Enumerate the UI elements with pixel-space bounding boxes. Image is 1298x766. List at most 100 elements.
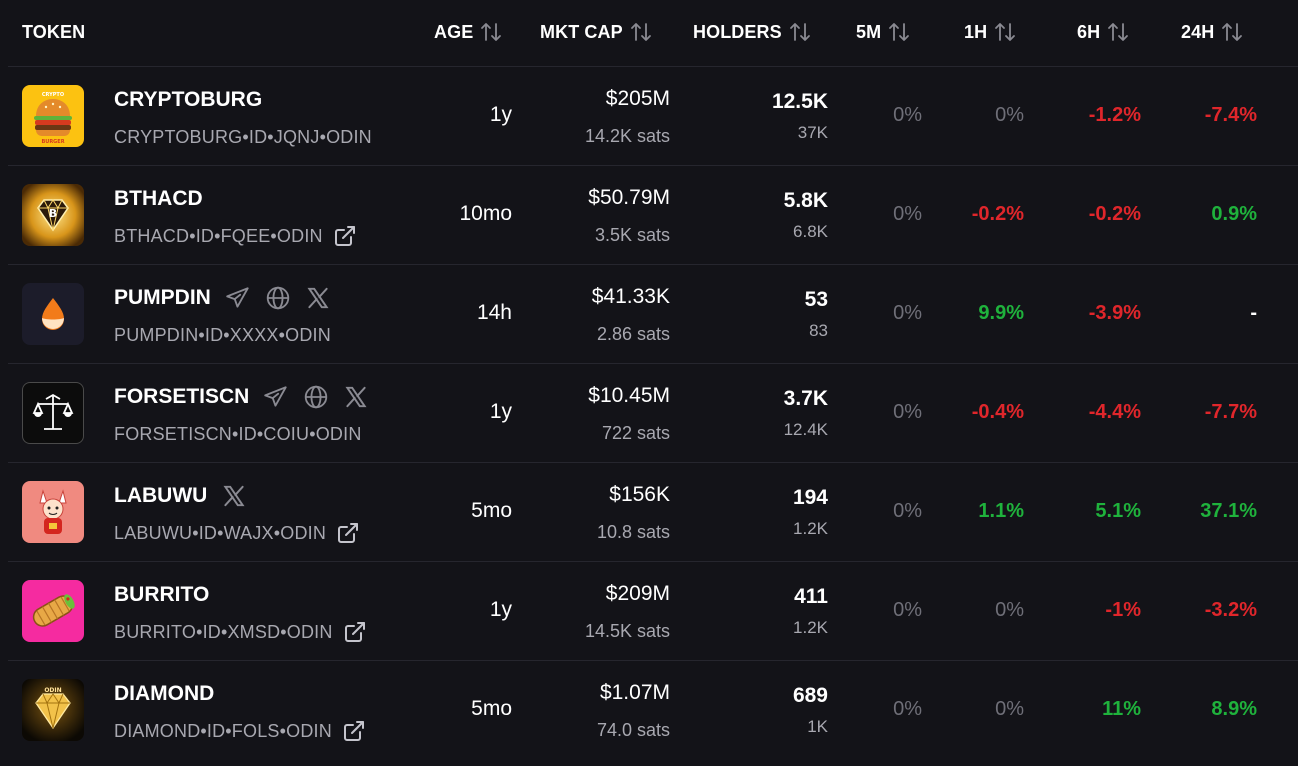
change-1h: -0.2% xyxy=(971,203,1024,225)
change-1h: 0% xyxy=(995,599,1024,621)
change-1h: -0.4% xyxy=(971,401,1024,423)
svg-text:B: B xyxy=(49,207,57,220)
table-row[interactable]: ODIN DIAMOND DIAMOND•ID•FOLS•ODIN 5mo $1.07M… xyxy=(8,660,1298,759)
age-value: 14h xyxy=(476,301,512,324)
header-mktcap[interactable]: MKT CAP xyxy=(540,19,653,45)
scales-icon[interactable] xyxy=(22,382,84,444)
holders-value: 3.7K xyxy=(783,387,828,410)
market-cap-value: $1.07M xyxy=(599,681,670,704)
change-5m: 0% xyxy=(893,401,922,423)
holders-value: 689 xyxy=(792,684,828,707)
bitcoin-diamond-icon[interactable]: B xyxy=(22,184,84,246)
holders-value: 194 xyxy=(792,486,828,509)
telegram-icon[interactable] xyxy=(225,285,251,311)
header-24h-label: 24H xyxy=(1181,21,1215,42)
table-row[interactable]: PUMPDIN PUMPDIN•ID•XXXX•ODIN 14h $41.33K 2.8… xyxy=(8,264,1298,363)
age-value: 1y xyxy=(489,598,512,621)
holders-secondary-value: 12.4K xyxy=(783,420,828,439)
holders-value: 5.8K xyxy=(783,189,828,212)
flame-drop-icon[interactable] xyxy=(22,283,84,345)
age-value: 10mo xyxy=(459,202,512,225)
change-5m: 0% xyxy=(893,104,922,126)
x-icon[interactable] xyxy=(221,483,247,509)
token-name[interactable]: LABUWU xyxy=(114,484,208,507)
token-id-line: FORSETISCN•ID•COIU•ODIN xyxy=(114,422,362,446)
token-name[interactable]: DIAMOND xyxy=(114,682,215,705)
external-link-icon[interactable] xyxy=(336,521,360,545)
price-sats-value: 3.5K sats xyxy=(594,225,670,245)
token-id-line: BURRITO•ID•XMSD•ODIN xyxy=(114,620,367,644)
change-5m: 0% xyxy=(893,203,922,225)
burrito-icon[interactable] xyxy=(22,580,84,642)
header-token-label: TOKEN xyxy=(22,21,86,42)
header-24h[interactable]: 24H xyxy=(1181,19,1244,45)
token-name-line: FORSETISCN xyxy=(114,384,369,410)
change-6h: -4.4% xyxy=(1088,401,1141,423)
change-6h: -1% xyxy=(1105,599,1141,621)
change-5m: 0% xyxy=(893,500,922,522)
header-1h[interactable]: 1H xyxy=(964,19,1017,45)
header-5m[interactable]: 5M xyxy=(856,19,911,45)
telegram-icon[interactable] xyxy=(263,384,289,410)
sort-arrows-icon[interactable] xyxy=(1220,20,1244,44)
table-row[interactable]: BURRITO BURRITO•ID•XMSD•ODIN 1y $209M 14.5K … xyxy=(8,561,1298,660)
holders-secondary-value: 6.8K xyxy=(793,222,828,241)
change-6h: 11% xyxy=(1102,698,1141,720)
table-row[interactable]: FORSETISCN FORSETISCN•ID•COIU•ODIN 1y $10.4… xyxy=(8,363,1298,462)
token-name[interactable]: CRYPTOBURG xyxy=(114,88,263,111)
sort-arrows-icon[interactable] xyxy=(887,20,911,44)
token-id-line: CRYPTOBURG•ID•JQNJ•ODIN xyxy=(114,125,372,149)
token-id: PUMPDIN•ID•XXXX•ODIN xyxy=(114,324,331,345)
labubu-character-icon[interactable] xyxy=(22,481,84,543)
x-icon[interactable] xyxy=(343,384,369,410)
price-sats-value: 2.86 sats xyxy=(596,324,670,344)
burger-icon[interactable]: CRYPTO BURGER xyxy=(22,85,84,147)
sort-arrows-icon[interactable] xyxy=(479,20,503,44)
token-name-line: DIAMOND xyxy=(114,681,214,707)
token-name[interactable]: FORSETISCN xyxy=(114,385,250,408)
holders-secondary-value: 1.2K xyxy=(793,618,828,637)
header-holders[interactable]: HOLDERS xyxy=(693,19,812,45)
globe-icon[interactable] xyxy=(265,285,291,311)
external-link-icon[interactable] xyxy=(333,224,357,248)
external-link-icon[interactable] xyxy=(342,719,366,743)
change-5m: 0% xyxy=(893,302,922,324)
token-id: CRYPTOBURG•ID•JQNJ•ODIN xyxy=(114,126,372,147)
x-icon[interactable] xyxy=(305,285,331,311)
change-5m: 0% xyxy=(893,698,922,720)
token-id: LABUWU•ID•WAJX•ODIN xyxy=(114,522,327,543)
change-5m: 0% xyxy=(893,599,922,621)
holders-value: 411 xyxy=(794,585,828,608)
header-token[interactable]: TOKEN xyxy=(22,19,85,45)
change-24h: -3.2% xyxy=(1204,599,1257,621)
header-6h[interactable]: 6H xyxy=(1077,19,1130,45)
market-cap-value: $50.79M xyxy=(588,186,670,209)
change-24h: - xyxy=(1250,302,1257,324)
change-6h: -0.2% xyxy=(1088,203,1141,225)
table-row[interactable]: CRYPTO BURGER CRYPTOBURG CRYPTOBURG•ID•JQNJ… xyxy=(8,66,1298,165)
age-value: 5mo xyxy=(471,697,512,720)
token-id-line: LABUWU•ID•WAJX•ODIN xyxy=(114,521,360,545)
header-age[interactable]: AGE xyxy=(434,19,503,45)
sort-arrows-icon[interactable] xyxy=(993,20,1017,44)
gold-diamond-icon[interactable]: ODIN xyxy=(22,679,84,741)
sort-arrows-icon[interactable] xyxy=(1106,20,1130,44)
header-holders-label: HOLDERS xyxy=(693,21,782,42)
header-1h-label: 1H xyxy=(964,21,988,42)
token-name[interactable]: BURRITO xyxy=(114,583,210,606)
table-row[interactable]: LABUWU LABUWU•ID•WAJX•ODIN 5mo $156K 10.8 sa… xyxy=(8,462,1298,561)
table-row[interactable]: B BTHACD BTHACD•ID•FQEE•ODIN 10mo $50.79M 3.5… xyxy=(8,165,1298,264)
price-sats-value: 14.2K sats xyxy=(584,126,670,146)
token-name[interactable]: PUMPDIN xyxy=(114,286,211,309)
external-link-icon[interactable] xyxy=(343,620,367,644)
token-name-line: LABUWU xyxy=(114,483,247,509)
svg-text:CRYPTO: CRYPTO xyxy=(42,92,64,98)
token-id: DIAMOND•ID•FOLS•ODIN xyxy=(114,720,332,741)
change-1h: 9.9% xyxy=(978,302,1024,324)
globe-icon[interactable] xyxy=(303,384,329,410)
header-mktcap-label: MKT CAP xyxy=(540,21,623,42)
sort-arrows-icon[interactable] xyxy=(788,20,812,44)
token-name[interactable]: BTHACD xyxy=(114,187,203,210)
sort-arrows-icon[interactable] xyxy=(629,20,653,44)
